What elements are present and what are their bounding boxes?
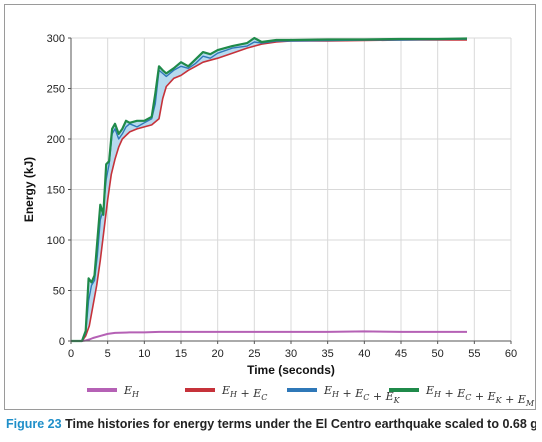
series-line-ehec [71, 39, 467, 342]
y-tick-labels: 0 50 100 150 200 250 300 [47, 33, 71, 348]
x-tick-label-35: 35 [322, 348, 334, 360]
x-tick-label-25: 25 [248, 348, 260, 360]
y-tick-label-250: 250 [47, 84, 65, 96]
x-tick-label-60: 60 [505, 348, 517, 360]
y-tick-label-200: 200 [47, 134, 65, 146]
x-axis-title: Time (seconds) [247, 363, 335, 377]
x-tick-label-10: 10 [138, 348, 150, 360]
y-axis-title: Energy (kJ) [22, 157, 36, 222]
figure-caption-label: Figure 23 [6, 417, 62, 431]
series-lines [71, 36, 468, 343]
x-tick-label-50: 50 [432, 348, 444, 360]
series-line-eh [71, 330, 467, 342]
x-tick-label-5: 5 [105, 348, 111, 360]
x-tick-label-0: 0 [68, 348, 74, 360]
legend-label-ehec: EH + EC [221, 384, 267, 402]
legend-label-ehecek: EH + EC + EK [323, 384, 401, 405]
x-tick-label-45: 45 [395, 348, 407, 360]
x-tick-label-15: 15 [175, 348, 187, 360]
energy-time-history-chart: 0 5 10 15 20 25 30 35 40 45 50 55 60 0 50 100 150 200 250… [22, 33, 535, 408]
legend-label-ehecekem: EH + EC + EK + EM [425, 384, 535, 408]
x-tick-label-30: 30 [285, 348, 297, 360]
figure-caption: Figure 23 Time histories for energy term… [6, 417, 536, 437]
figure-caption-text: Time histories for energy terms under th… [65, 417, 536, 431]
x-tick-label-55: 55 [468, 348, 480, 360]
x-tick-label-20: 20 [212, 348, 224, 360]
y-tick-label-150: 150 [47, 185, 65, 197]
y-tick-label-300: 300 [47, 33, 65, 45]
x-tick-labels: 0 5 10 15 20 25 30 35 40 45 50 55 60 [68, 341, 517, 360]
legend: EH EH + EC EH + EC + EK EH + EC + EK + EM [87, 384, 535, 408]
chart-frame: 0 5 10 15 20 25 30 35 40 45 50 55 60 0 50 100 150 200 250… [4, 4, 536, 410]
legend-label-eh: EH [123, 384, 140, 399]
x-tick-label-40: 40 [358, 348, 370, 360]
y-tick-label-0: 0 [59, 336, 65, 348]
y-tick-label-100: 100 [47, 235, 65, 247]
y-tick-label-50: 50 [53, 286, 65, 298]
series-line-ehecekem [71, 36, 468, 343]
